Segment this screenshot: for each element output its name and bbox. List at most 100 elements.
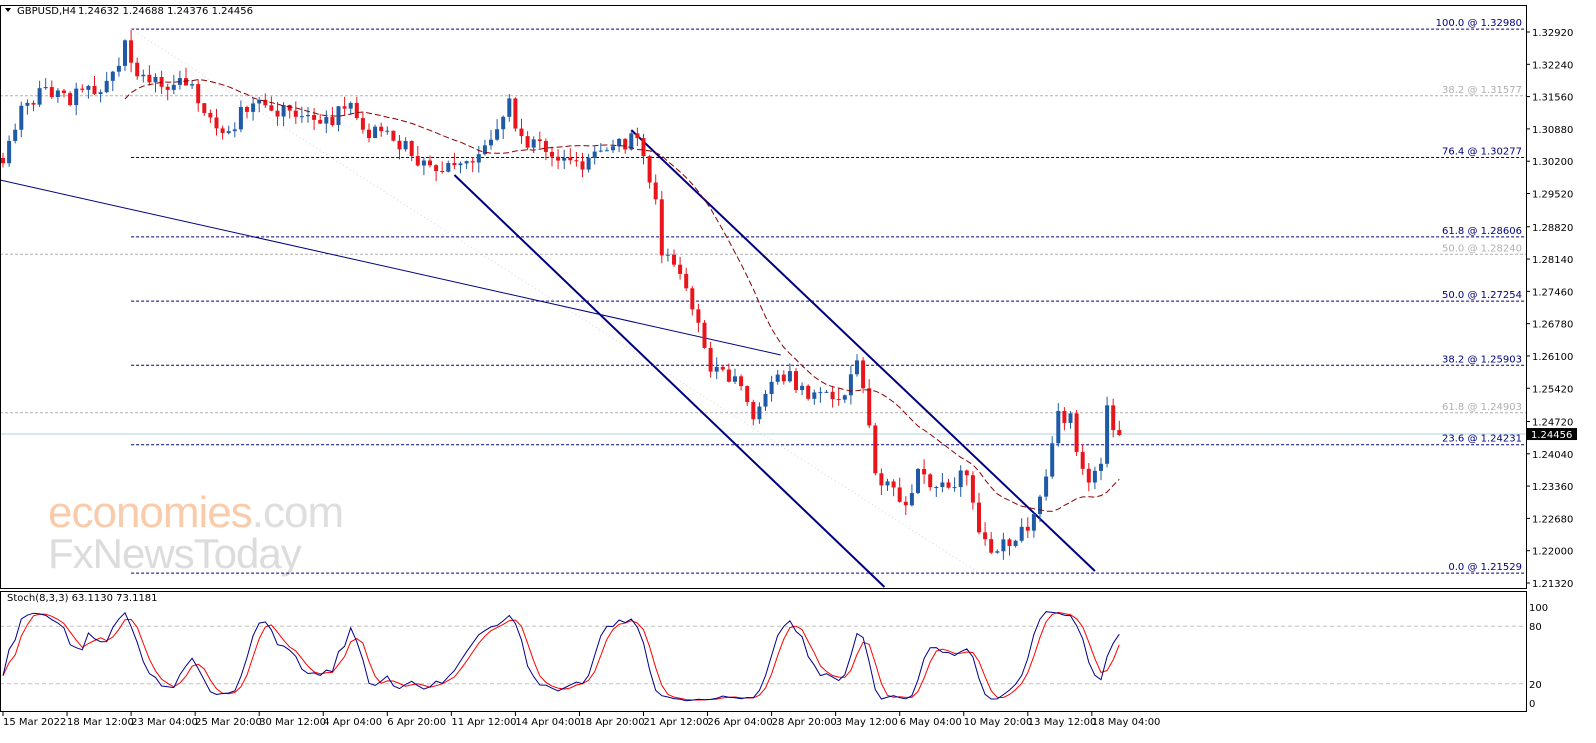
candle-body: [55, 90, 60, 98]
candle: [489, 129, 493, 150]
candle-body: [220, 128, 225, 134]
candle-body: [165, 86, 170, 90]
candle-body: [702, 322, 707, 348]
candle: [836, 388, 841, 406]
candle-body: [147, 74, 152, 83]
candle: [13, 123, 18, 144]
candle: [513, 97, 518, 132]
price-tick-label: 1.24040: [1532, 450, 1573, 461]
candle: [653, 174, 658, 205]
candle: [245, 105, 249, 119]
candle-body: [257, 99, 262, 104]
candle-body: [818, 392, 823, 394]
candle-body: [958, 470, 963, 488]
candle-body: [269, 105, 274, 111]
candle-body: [202, 103, 207, 113]
candle: [983, 522, 988, 546]
candle: [336, 105, 341, 132]
time-tick-label: 25 Mar 20:00: [195, 717, 262, 728]
candle: [507, 94, 512, 122]
candle-body: [928, 474, 933, 488]
candle: [739, 374, 744, 391]
price-tick-label: 1.32920: [1532, 28, 1573, 39]
candle-body: [830, 391, 835, 400]
candle: [1062, 407, 1067, 431]
candle-body: [354, 103, 359, 119]
candle: [141, 69, 146, 83]
candle-body: [604, 150, 609, 152]
candle-body: [848, 374, 853, 396]
candle-body: [970, 475, 975, 503]
candle: [415, 146, 420, 167]
candle: [678, 256, 683, 280]
candle-body: [733, 376, 737, 382]
candle-body: [80, 88, 85, 90]
candle-body: [879, 473, 884, 486]
price-tick-label: 1.30880: [1532, 125, 1573, 136]
channel-upper: [630, 129, 1096, 572]
candle-body: [391, 130, 396, 141]
candle-body: [1056, 411, 1061, 444]
candle-body: [232, 129, 237, 132]
price-tick-label: 1.26780: [1532, 320, 1573, 331]
candle-body: [37, 88, 42, 105]
candle: [1007, 537, 1012, 556]
chart-header: GBPUSD,H4 1.24632 1.24688 1.24376 1.2445…: [5, 6, 253, 17]
candle-body: [190, 84, 195, 86]
candle-body: [13, 129, 18, 141]
candle-body: [665, 254, 670, 256]
fib-previous-label: 61.8 @ 1.24903: [1442, 402, 1522, 413]
candle: [903, 496, 908, 516]
price-tick-label: 1.24720: [1532, 418, 1573, 429]
candle: [80, 84, 85, 93]
time-tick-label: 21 Apr 12:00: [644, 717, 709, 728]
candle: [891, 479, 896, 497]
candle-body: [299, 116, 304, 118]
candle: [934, 485, 939, 497]
candle: [769, 375, 774, 402]
stochastic-scale-label: 0: [1529, 699, 1535, 710]
price-tick-label: 1.28140: [1532, 255, 1573, 266]
candle-body: [1050, 443, 1055, 477]
candle: [519, 118, 524, 144]
time-tick-label: 6 Apr 20:00: [387, 717, 446, 728]
candle: [110, 70, 115, 92]
candle: [1105, 396, 1110, 468]
candle: [1044, 469, 1049, 501]
time-tick-label: 10 May 20:00: [964, 717, 1033, 728]
candle-body: [415, 156, 420, 166]
candle-body: [245, 107, 249, 112]
current-price-label: 1.24456: [1531, 430, 1572, 441]
dropdown-triangle-icon[interactable]: [5, 8, 11, 12]
candle-body: [251, 103, 256, 112]
candle-body: [787, 371, 792, 382]
candle-body: [318, 119, 323, 124]
price-tick-label: 1.23360: [1532, 482, 1573, 493]
candle-body: [342, 106, 347, 109]
candle: [208, 109, 213, 124]
candle: [611, 139, 615, 153]
candle: [397, 134, 402, 160]
candle-body: [86, 85, 91, 90]
candle-body: [653, 182, 658, 200]
stochastic-scale-label: 80: [1529, 622, 1542, 633]
candle-body: [763, 393, 768, 407]
candle: [55, 88, 60, 103]
candle-body: [934, 487, 939, 489]
candle-body: [525, 136, 530, 148]
fib-label: 100.0 @ 1.32980: [1436, 18, 1522, 29]
candle-body: [916, 468, 920, 494]
candle: [299, 106, 304, 123]
candle: [1111, 398, 1116, 438]
candle: [879, 468, 884, 496]
candle-body: [708, 347, 713, 372]
candle-body: [92, 85, 97, 95]
candle: [68, 91, 73, 107]
candle-body: [623, 138, 628, 150]
candle: [1038, 494, 1042, 522]
candle: [568, 148, 573, 165]
candle: [855, 354, 859, 377]
candle: [385, 126, 390, 135]
fib-label: 50.0 @ 1.27254: [1442, 290, 1522, 301]
